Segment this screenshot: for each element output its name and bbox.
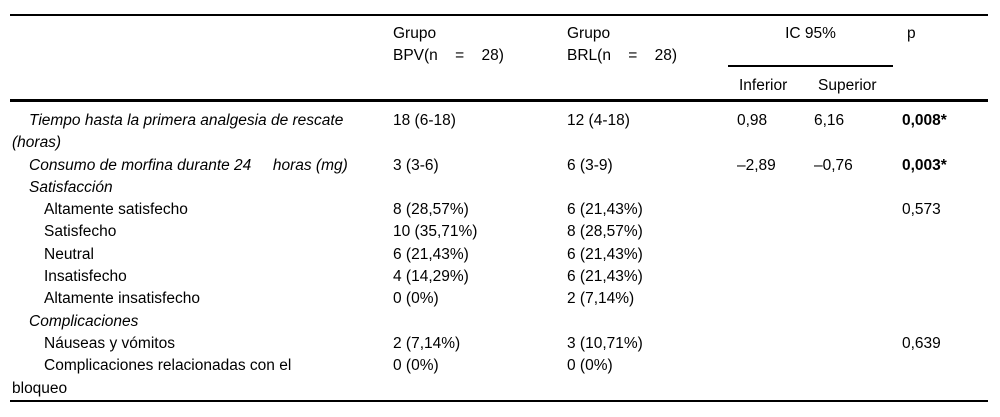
ci-superior-cell xyxy=(807,244,902,266)
ci-superior-cell xyxy=(807,266,902,288)
brl-value-cell xyxy=(567,311,730,333)
brl-value-cell: 3 (10,71%) xyxy=(567,334,643,352)
row-label-cell: Satisfacción xyxy=(29,178,113,196)
p-value-cell xyxy=(902,177,988,199)
ci-superior-cell: 6,16 xyxy=(814,112,845,129)
table-row: Consumo de morfina durante 24 horas (mg)… xyxy=(10,155,988,177)
ci-inferior-cell xyxy=(730,266,807,288)
bpv-value-cell: 0 (0%) xyxy=(393,357,439,375)
group-brl-line1: Grupo xyxy=(567,25,611,42)
bpv-value-cell: 2 (7,14%) xyxy=(393,334,461,352)
p-value-cell xyxy=(902,288,988,310)
table-body: Tiempo hasta la primera analgesia de res… xyxy=(10,102,988,402)
bpv-value-cell xyxy=(393,177,567,199)
row-label-cell: Complicaciones xyxy=(29,312,139,330)
ci-inferior-cell: 0,98 xyxy=(737,112,768,129)
table-row: Tiempo hasta la primera analgesia de res… xyxy=(10,110,988,155)
header-p: p xyxy=(907,25,916,42)
table-row: Altamente insatisfecho 0 (0%) 2 (7,14%) xyxy=(10,288,988,310)
ci-inferior-cell xyxy=(730,221,807,243)
brl-value-cell: 6 (21,43%) xyxy=(567,201,643,219)
row-label-cell: Náuseas y vómitos xyxy=(44,334,175,352)
row-label-cell: Complicaciones relacionadas con el bloqu… xyxy=(12,357,292,397)
table-row: Altamente satisfecho 8 (28,57%) 6 (21,43… xyxy=(10,199,988,221)
bpv-value-cell xyxy=(393,311,567,333)
bpv-value-cell: 6 (21,43%) xyxy=(393,245,469,263)
row-label-cell: Altamente insatisfecho xyxy=(44,290,200,308)
table-row: Complicaciones xyxy=(10,311,988,333)
p-value-cell: 0,003* xyxy=(902,156,947,174)
header-ic-95: IC 95% xyxy=(728,23,902,67)
row-label-cell: Insatisfecho xyxy=(44,268,127,286)
bpv-value-cell: 3 (3-6) xyxy=(393,156,439,174)
p-value-cell xyxy=(902,244,988,266)
row-label-cell: Consumo de morfina durante 24 horas (mg) xyxy=(29,156,348,174)
ci-superior-cell xyxy=(807,288,902,310)
table-row: Satisfacción xyxy=(10,177,988,199)
table-row: Insatisfecho 4 (14,29%) 6 (21,43%) xyxy=(10,266,988,288)
ci-inferior-cell xyxy=(730,288,807,310)
bpv-value-cell: 4 (14,29%) xyxy=(393,268,469,286)
ci-superior-cell xyxy=(807,311,902,333)
group-bpv-line2: BPV(n = 28) xyxy=(393,47,504,64)
ci-inferior-cell xyxy=(730,199,807,221)
ci-inferior-cell xyxy=(730,333,807,355)
brl-value-cell xyxy=(567,177,730,199)
row-label-cell: Neutral xyxy=(44,245,94,263)
table-header: Grupo BPV(n = 28) Grupo BRL(n = 28) IC 9… xyxy=(10,16,988,102)
table-row: Satisfecho 10 (35,71%) 8 (28,57%) xyxy=(10,221,988,243)
ci-inferior-cell: –2,89 xyxy=(737,156,776,174)
brl-value-cell: 8 (28,57%) xyxy=(567,223,643,241)
p-value-cell xyxy=(902,355,988,400)
bpv-value-cell: 18 (6-18) xyxy=(393,112,456,129)
bpv-value-cell: 10 (35,71%) xyxy=(393,223,478,241)
ci-inferior-cell xyxy=(730,355,807,400)
p-value-cell: 0,008* xyxy=(902,112,947,129)
group-bpv-line1: Grupo xyxy=(393,25,437,42)
brl-value-cell: 0 (0%) xyxy=(567,357,613,375)
results-table: Grupo BPV(n = 28) Grupo BRL(n = 28) IC 9… xyxy=(10,14,988,402)
brl-value-cell: 12 (4-18) xyxy=(567,112,630,129)
bpv-value-cell: 0 (0%) xyxy=(393,290,439,308)
ci-superior-cell xyxy=(807,221,902,243)
group-brl-line2: BRL(n = 28) xyxy=(567,47,678,64)
ci-superior-cell xyxy=(807,177,902,199)
p-value-cell xyxy=(902,311,988,333)
ic-95-label: IC 95% xyxy=(785,25,836,42)
ci-inferior-cell xyxy=(730,177,807,199)
ic-95-underline xyxy=(728,65,893,67)
row-label-cell: Tiempo hasta la primera analgesia de res… xyxy=(12,112,344,152)
table-row: Complicaciones relacionadas con el bloqu… xyxy=(10,355,988,400)
ci-inferior-cell xyxy=(730,311,807,333)
header-inferior: Inferior xyxy=(739,77,788,94)
brl-value-cell: 2 (7,14%) xyxy=(567,290,635,308)
brl-value-cell: 6 (21,43%) xyxy=(567,245,643,263)
row-label-cell: Satisfecho xyxy=(44,223,117,241)
p-value-cell: 0,573 xyxy=(902,201,941,219)
header-empty-cell xyxy=(10,23,393,99)
p-value-cell: 0,639 xyxy=(902,334,941,352)
ci-inferior-cell xyxy=(730,244,807,266)
ci-superior-cell xyxy=(807,355,902,400)
table-row: Náuseas y vómitos 2 (7,14%) 3 (10,71%) 0… xyxy=(10,333,988,355)
header-group-brl: Grupo BRL(n = 28) xyxy=(567,23,730,99)
ci-superior-cell: –0,76 xyxy=(814,156,853,174)
header-superior: Superior xyxy=(818,77,877,94)
ci-superior-cell xyxy=(807,199,902,221)
brl-value-cell: 6 (21,43%) xyxy=(567,268,643,286)
p-value-cell xyxy=(902,221,988,243)
brl-value-cell: 6 (3-9) xyxy=(567,156,613,174)
header-group-bpv: Grupo BPV(n = 28) xyxy=(393,23,567,99)
ci-superior-cell xyxy=(807,333,902,355)
bpv-value-cell: 8 (28,57%) xyxy=(393,201,469,219)
p-value-cell xyxy=(902,266,988,288)
row-label-cell: Altamente satisfecho xyxy=(44,201,188,219)
table-row: Neutral 6 (21,43%) 6 (21,43%) xyxy=(10,244,988,266)
